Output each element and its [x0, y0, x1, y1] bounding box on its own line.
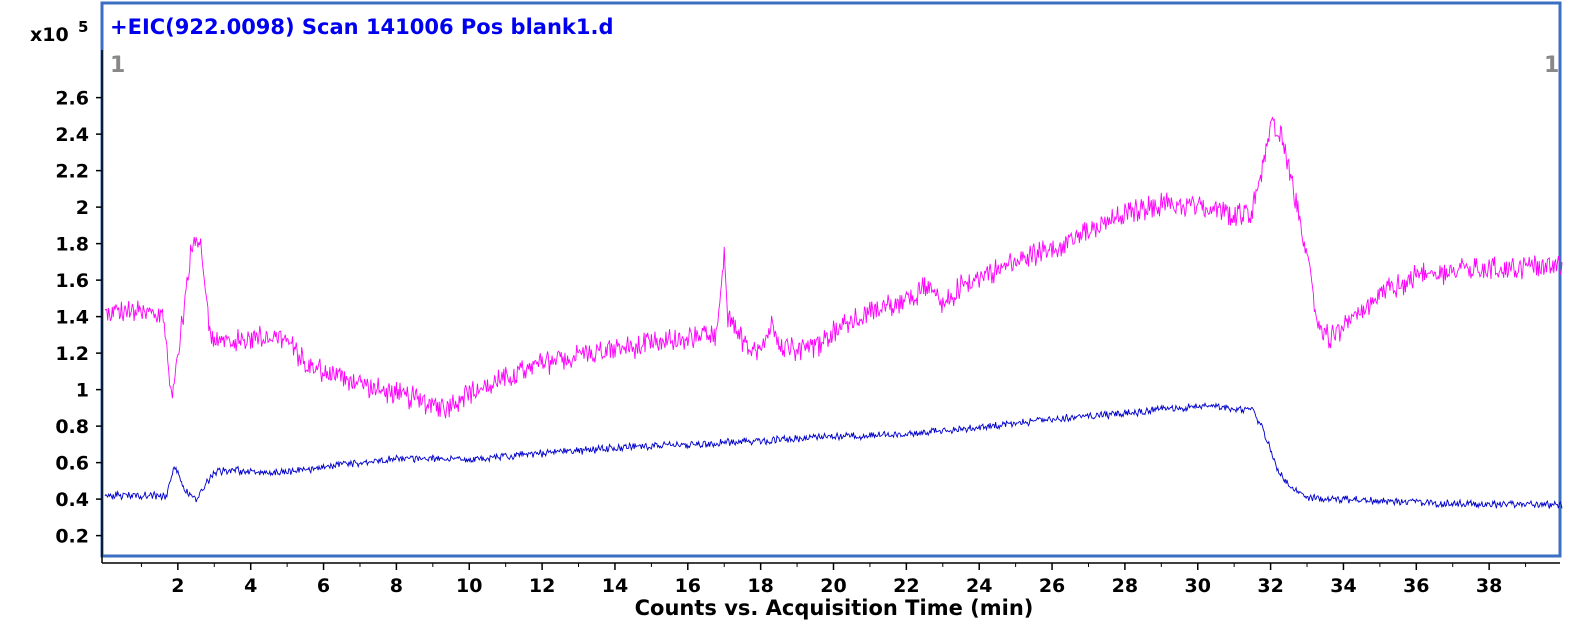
- y-multiplier-label: x10: [30, 24, 69, 46]
- y-tick-label: 1.8: [55, 234, 89, 256]
- y-tick-label: 2.6: [55, 88, 89, 110]
- y-tick-label: 0.2: [55, 526, 89, 548]
- x-tick-label: 14: [602, 575, 628, 597]
- x-tick-label: 36: [1403, 575, 1429, 597]
- y-tick-label: 1.4: [55, 307, 89, 329]
- x-tick-label: 26: [1039, 575, 1065, 597]
- x-tick-label: 30: [1185, 575, 1211, 597]
- corner-label-left: 1: [110, 53, 125, 78]
- y-ticks-group: 0.2 0.4 0.6 0.8 1 1.2 1.4 1.6 1.8 2 2.2 2.4 2.6: [55, 88, 102, 548]
- x-tick-label: 18: [747, 575, 773, 597]
- x-tick-label: 20: [820, 575, 846, 597]
- y-tick-label: 2.2: [55, 161, 89, 183]
- y-tick-label: 2.4: [55, 124, 89, 146]
- x-tick-label: 16: [675, 575, 701, 597]
- x-tick-label: 2: [171, 575, 184, 597]
- x-tick-label: 24: [966, 575, 992, 597]
- x-tick-label: 4: [244, 575, 257, 597]
- x-tick-label: 38: [1476, 575, 1502, 597]
- blue-trace: [104, 402, 1563, 509]
- x-tick-label: 8: [390, 575, 403, 597]
- x-tick-label: 34: [1330, 575, 1356, 597]
- x-tick-label: 32: [1257, 575, 1283, 597]
- x-tick-label: 10: [456, 575, 482, 597]
- traces-group: [104, 116, 1563, 509]
- corner-label-right: 1: [1544, 53, 1559, 78]
- y-multiplier-exponent: 5: [78, 18, 88, 36]
- x-ticks-group: 2 4 6 8 10 12 14 16 18 20 22 24 26 28 30 32 34 36 38: [140, 563, 1527, 597]
- plot-frame: [100, 1, 1562, 558]
- x-tick-label: 28: [1112, 575, 1138, 597]
- y-tick-label: 0.4: [55, 489, 89, 511]
- y-tick-label: 2: [76, 197, 89, 219]
- y-tick-label: 0.8: [55, 416, 89, 438]
- magenta-trace: [104, 116, 1563, 419]
- y-tick-label: 0.6: [55, 453, 89, 475]
- x-tick-label: 6: [317, 575, 330, 597]
- x-tick-label: 22: [893, 575, 919, 597]
- x-axis-label: Counts vs. Acquisition Time (min): [635, 596, 1034, 620]
- y-tick-label: 1.6: [55, 270, 89, 292]
- y-tick-label: 1: [76, 380, 89, 402]
- x-tick-label: 12: [529, 575, 555, 597]
- chart-title: +EIC(922.0098) Scan 141006 Pos blank1.d: [110, 15, 614, 39]
- y-tick-label: 1.2: [55, 343, 89, 365]
